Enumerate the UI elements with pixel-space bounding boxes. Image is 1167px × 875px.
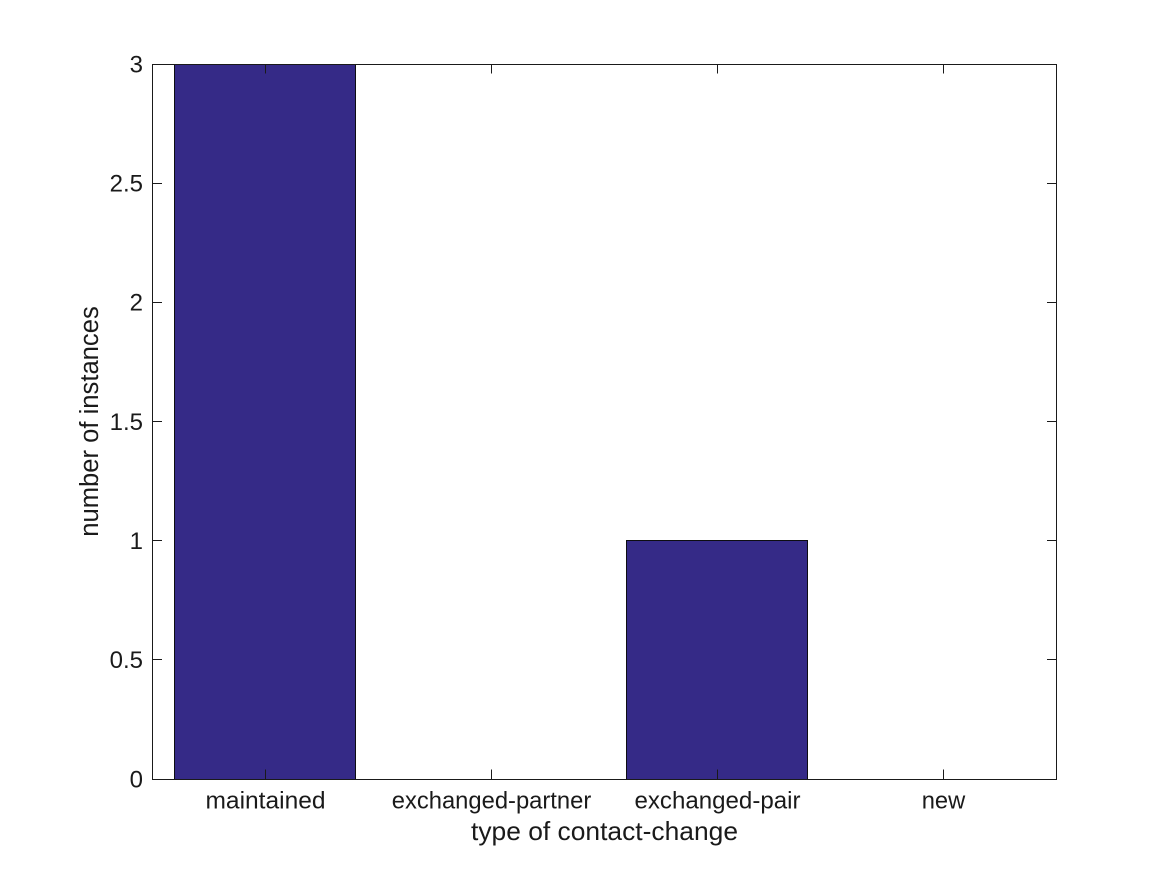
svg-text:number of instances: number of instances [76,306,104,537]
svg-text:type of contact-change: type of contact-change [471,816,738,846]
svg-text:3: 3 [130,51,143,78]
svg-text:1.5: 1.5 [110,409,143,436]
svg-text:exchanged-pair: exchanged-pair [635,788,801,815]
svg-text:exchanged-partner: exchanged-partner [392,788,592,815]
svg-text:1: 1 [130,528,143,555]
svg-text:0: 0 [130,766,143,793]
svg-text:0.5: 0.5 [110,647,143,674]
svg-text:new: new [922,788,966,815]
svg-text:2.5: 2.5 [110,171,143,198]
svg-text:maintained: maintained [206,788,326,815]
svg-text:2: 2 [130,290,143,317]
